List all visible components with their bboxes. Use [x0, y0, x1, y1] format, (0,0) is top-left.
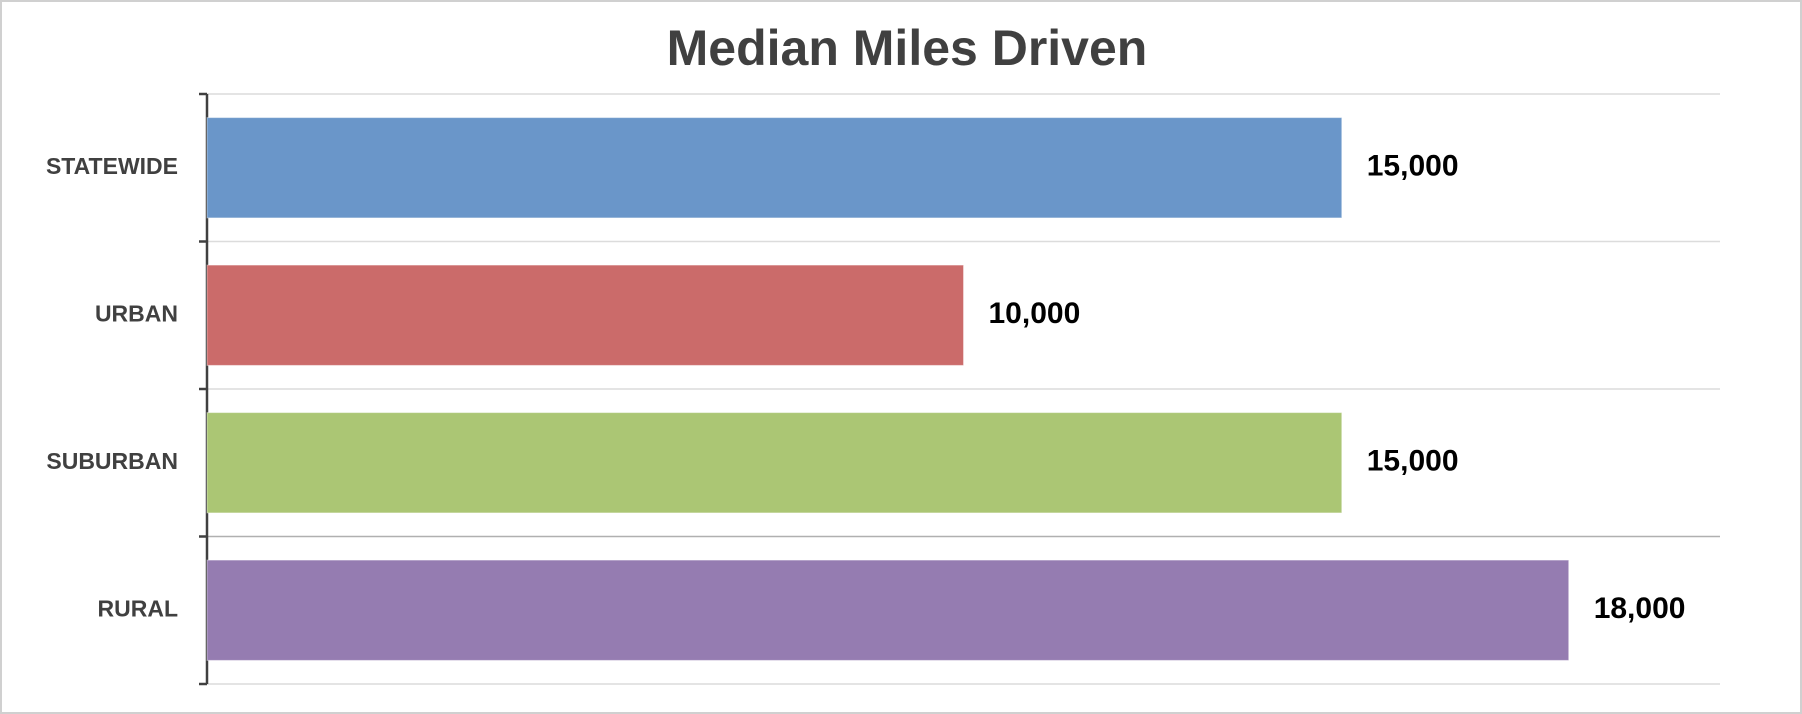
value-label: 15,000 [1367, 150, 1459, 183]
y-tick-label: STATEWIDE [46, 153, 178, 179]
value-label: 18,000 [1594, 592, 1686, 625]
chart-title: Median Miles Driven [667, 20, 1148, 76]
bar [206, 559, 1570, 661]
y-tick-label: URBAN [95, 300, 178, 326]
bar [206, 264, 964, 366]
y-tick-label: RURAL [98, 595, 179, 621]
value-label: 15,000 [1367, 445, 1459, 478]
bar [206, 117, 1343, 219]
bar [206, 412, 1343, 514]
value-label: 10,000 [989, 297, 1081, 330]
y-tick-label: SUBURBAN [46, 448, 178, 474]
